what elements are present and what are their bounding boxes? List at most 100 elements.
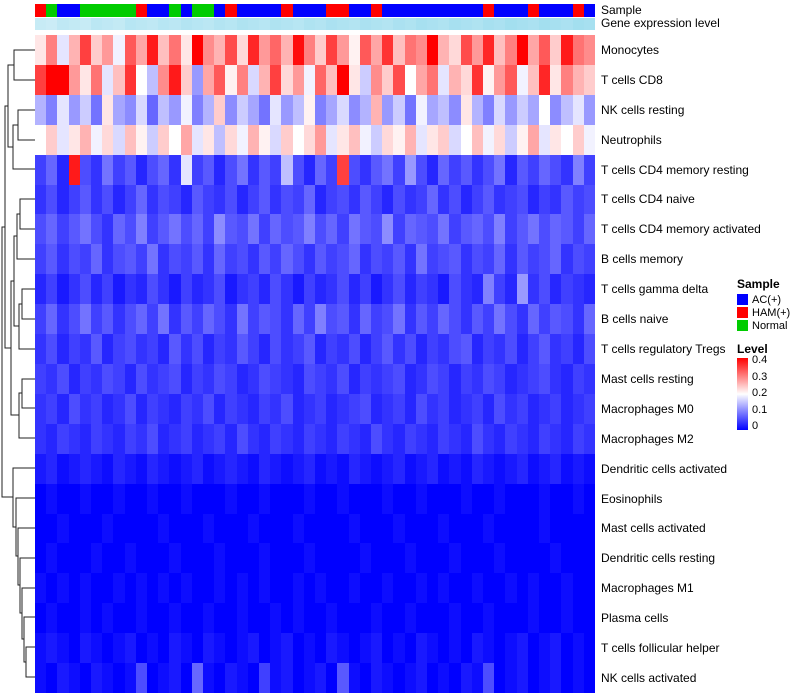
heatmap-cell xyxy=(68,274,80,305)
heatmap-cell xyxy=(135,543,147,574)
heatmap-cell xyxy=(146,453,159,484)
heatmap-cell xyxy=(35,363,47,394)
row-label: B cells naive xyxy=(601,312,669,327)
heatmap-cell xyxy=(370,483,383,514)
heatmap-cell xyxy=(583,663,595,693)
heatmap-cell xyxy=(113,184,125,215)
heatmap-cell xyxy=(270,184,282,215)
heatmap-cell xyxy=(57,633,69,664)
heatmap-cell xyxy=(90,513,103,544)
heatmap-cell xyxy=(572,663,584,693)
heatmap-cell xyxy=(538,154,551,185)
sample-annotation-cell xyxy=(426,4,439,17)
heatmap-cell xyxy=(158,64,170,95)
heatmap-cell xyxy=(337,94,349,125)
heatmap-cell xyxy=(583,393,595,424)
heatmap-cell xyxy=(158,154,170,185)
heatmap-cell xyxy=(370,214,383,245)
heatmap-cell xyxy=(382,363,394,394)
heatmap-cell xyxy=(516,663,528,693)
heatmap-cell xyxy=(348,274,360,305)
heatmap-cell xyxy=(482,393,495,424)
heatmap-cell xyxy=(270,244,282,275)
heatmap-cell xyxy=(527,513,539,544)
heatmap-cell xyxy=(404,453,416,484)
heatmap-cell xyxy=(572,154,584,185)
heatmap-cell xyxy=(124,633,136,664)
heatmap-cell xyxy=(449,214,461,245)
sample-annotation-cell xyxy=(191,4,203,17)
heatmap-cell xyxy=(46,94,58,125)
heatmap-cell xyxy=(90,603,103,634)
heatmap-cell xyxy=(359,274,371,305)
heatmap-cell xyxy=(90,184,103,215)
heatmap-cell xyxy=(550,154,562,185)
heatmap-cell xyxy=(538,573,551,604)
heatmap-cell xyxy=(426,543,439,574)
heatmap-cell xyxy=(102,64,114,95)
heatmap-cell xyxy=(572,94,584,125)
heatmap-cell xyxy=(158,124,170,155)
heatmap-cell xyxy=(382,154,394,185)
heatmap-cell xyxy=(102,154,114,185)
heatmap-cell xyxy=(583,334,595,364)
heatmap-cell xyxy=(146,184,159,215)
heatmap-cell xyxy=(314,94,327,125)
heatmap-cell xyxy=(247,663,259,693)
heatmap-cell xyxy=(158,214,170,245)
heatmap-cell xyxy=(449,304,461,335)
heatmap-cell xyxy=(214,244,226,275)
heatmap-cell xyxy=(415,244,427,275)
heatmap-cell xyxy=(561,513,573,544)
heatmap-cell xyxy=(46,334,58,364)
heatmap-cell xyxy=(57,393,69,424)
heatmap-cell xyxy=(102,244,114,275)
heatmap-cell xyxy=(314,334,327,364)
heatmap-cell xyxy=(225,513,237,544)
heatmap-cell xyxy=(550,304,562,335)
heatmap-cell xyxy=(449,334,461,364)
heatmap-cell xyxy=(326,274,338,305)
heatmap-cell xyxy=(516,154,528,185)
gene-expression-cell xyxy=(102,18,114,30)
heatmap-cell xyxy=(583,214,595,245)
sample-annotation-cell xyxy=(90,4,103,17)
row-label: NK cells activated xyxy=(601,671,697,686)
heatmap-grid xyxy=(35,35,595,693)
heatmap-cell xyxy=(382,483,394,514)
heatmap-cell xyxy=(46,274,58,305)
sample-annotation-cell xyxy=(438,4,450,17)
gene-expression-cell xyxy=(415,18,427,30)
heatmap-cell xyxy=(438,274,450,305)
heatmap-cell xyxy=(180,423,192,454)
heatmap-cell xyxy=(505,304,517,335)
heatmap-cell xyxy=(214,35,226,65)
heatmap-cell xyxy=(303,513,315,544)
heatmap-cell xyxy=(258,94,271,125)
heatmap-cell xyxy=(135,423,147,454)
heatmap-cell xyxy=(460,363,472,394)
heatmap-cell xyxy=(46,363,58,394)
heatmap-cell xyxy=(102,393,114,424)
heatmap-cell xyxy=(236,513,248,544)
level-tick-label: 0 xyxy=(752,420,759,432)
heatmap-cell xyxy=(438,663,450,693)
heatmap-cell xyxy=(79,154,91,185)
sample-annotation-cell xyxy=(35,4,47,17)
heatmap-cell xyxy=(426,214,439,245)
heatmap-cell xyxy=(68,64,80,95)
heatmap-cell xyxy=(426,513,439,544)
heatmap-cell xyxy=(438,483,450,514)
heatmap-cell xyxy=(326,513,338,544)
heatmap-cell xyxy=(538,453,551,484)
heatmap-cell xyxy=(303,244,315,275)
heatmap-cell xyxy=(68,334,80,364)
heatmap-cell xyxy=(57,543,69,574)
heatmap-cell xyxy=(281,334,293,364)
gene-expression-cell xyxy=(57,18,69,30)
heatmap-cell xyxy=(135,483,147,514)
heatmap-cell xyxy=(236,423,248,454)
heatmap-cell xyxy=(169,94,181,125)
heatmap-cell xyxy=(57,573,69,604)
heatmap-cell xyxy=(247,64,259,95)
